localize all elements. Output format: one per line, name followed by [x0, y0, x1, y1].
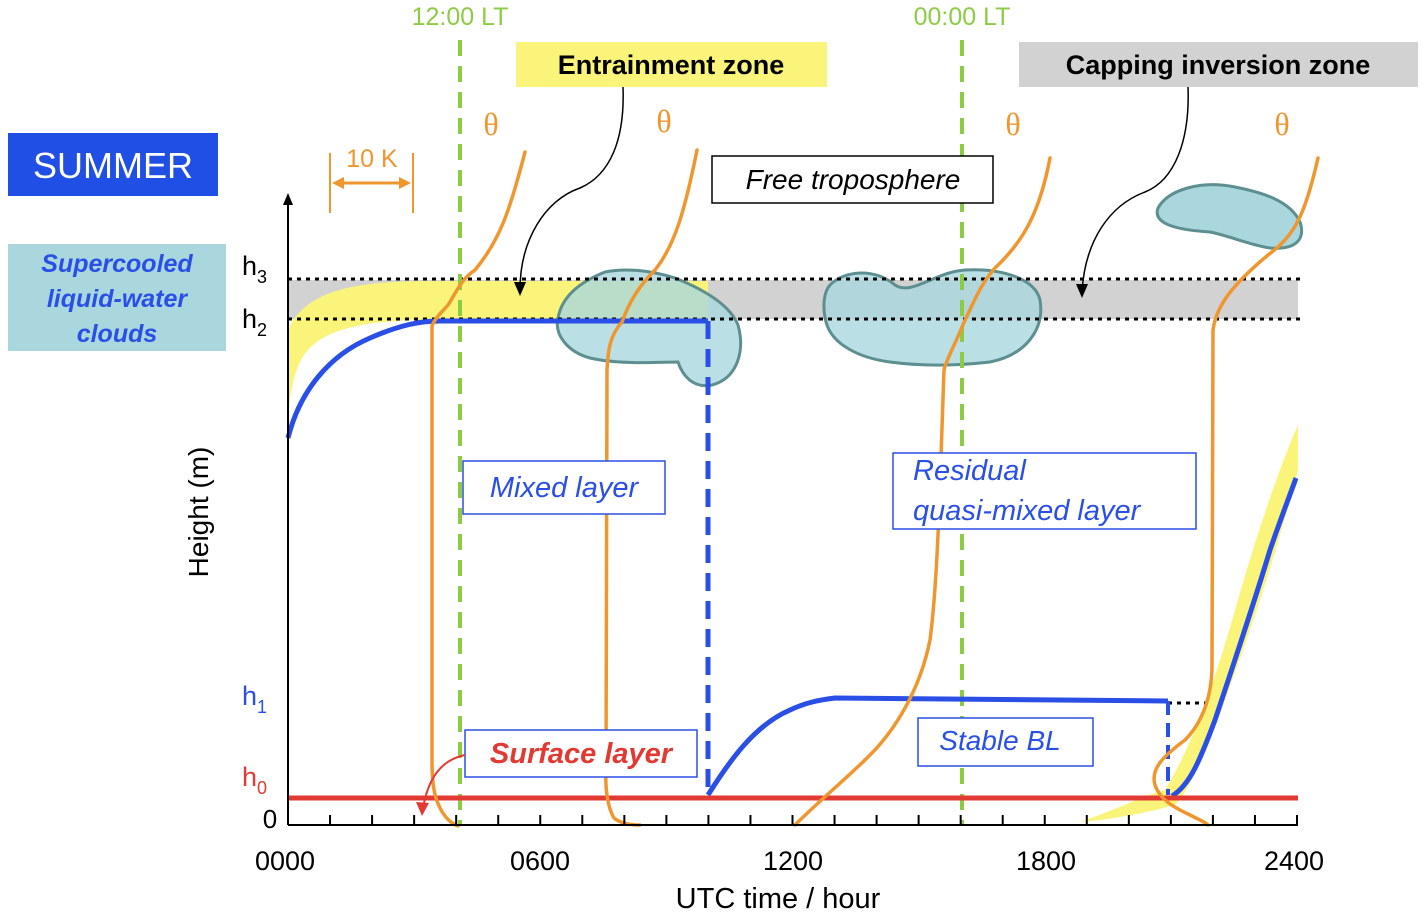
mixed-layer-box — [462, 460, 666, 515]
surface-layer-label: Surface layer — [490, 738, 674, 770]
y-axis-arrow — [283, 193, 293, 205]
mixed-layer-label: Mixed layer — [490, 472, 640, 504]
theta-label: θ — [656, 103, 671, 139]
morning-growth-line — [1170, 477, 1299, 799]
entrainment-label: Entrainment zone — [558, 50, 785, 80]
noon-label: 12:00 LT — [412, 3, 509, 31]
x-tick-label: 1200 — [763, 846, 823, 876]
clouds-legend-line: clouds — [77, 320, 158, 348]
x-tick-label: 2400 — [1264, 846, 1324, 876]
h2-label: h2 — [242, 304, 267, 340]
residual-layer-label-line: Residual — [913, 455, 1027, 487]
capping-label-box — [1019, 42, 1418, 87]
stable-bl-box — [917, 717, 1094, 767]
scale-bar-label: 10 K — [346, 145, 398, 173]
cloud-shape — [822, 268, 1043, 367]
entrainment-pointer-head — [514, 282, 526, 296]
surface-layer-box — [464, 729, 698, 778]
free-troposphere-label: Free troposphere — [746, 164, 961, 195]
capping-pointer — [1081, 86, 1189, 293]
h3-label: h3 — [242, 251, 267, 287]
season-badge — [8, 133, 218, 196]
y-zero-label: 0 — [263, 804, 277, 834]
scale-bar-left-arrowhead — [332, 177, 344, 189]
capping-label: Capping inversion zone — [1066, 50, 1371, 80]
h1-label: h1 — [242, 681, 267, 717]
x-tick-label: 0600 — [510, 846, 570, 876]
theta-profile — [604, 148, 699, 827]
residual-layer-label-line: quasi-mixed layer — [913, 495, 1142, 527]
entrainment-label-box — [516, 42, 827, 87]
midnight-label: 00:00 LT — [914, 3, 1011, 31]
free-troposphere-box — [711, 155, 994, 204]
x-tick-label: 1800 — [1016, 846, 1076, 876]
capping-pointer-head — [1076, 284, 1088, 298]
surface-layer-pointer — [422, 754, 466, 809]
theta-label: θ — [1005, 106, 1020, 142]
clouds-legend-line: Supercooled — [41, 250, 193, 278]
stable-bl-label: Stable BL — [939, 725, 1060, 756]
entrainment-pointer — [519, 86, 624, 291]
stable-bl-top-line — [705, 695, 1169, 797]
mixed-layer-top-line — [285, 318, 708, 439]
x-tick-label: 0000 — [255, 846, 315, 876]
theta-label: θ — [483, 106, 498, 142]
theta-profile — [430, 150, 527, 828]
season-label: SUMMER — [33, 145, 193, 186]
residual-layer-box — [892, 452, 1197, 530]
x-axis-ticks — [329, 815, 1298, 825]
theta-profile — [1152, 156, 1320, 827]
x-axis-label: UTC time / hour — [676, 883, 881, 914]
surface-layer-pointer-head — [416, 802, 429, 816]
clouds-legend-box — [8, 244, 226, 351]
h0-label: h0 — [242, 762, 267, 798]
y-axis-label: Height (m) — [183, 447, 214, 578]
theta-label: θ — [1274, 106, 1289, 142]
scale-bar-right-arrowhead — [399, 177, 411, 189]
cloud-shape — [1155, 183, 1303, 250]
clouds-legend-line: liquid-water — [47, 285, 189, 313]
